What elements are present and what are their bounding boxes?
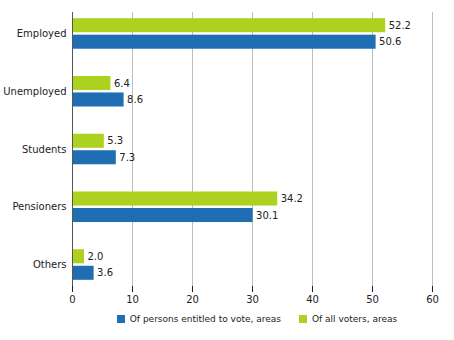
svg-text:5.3: 5.3	[107, 135, 123, 146]
svg-text:0: 0	[69, 294, 75, 305]
svg-text:Students: Students	[22, 144, 67, 155]
svg-text:40: 40	[306, 294, 319, 305]
html-text:Of all voters, areas: Of all voters, areas	[312, 314, 398, 324]
svg-text:6.4: 6.4	[114, 78, 130, 89]
svg-text:8.6: 8.6	[127, 94, 143, 105]
svg-text:52.2: 52.2	[389, 20, 411, 31]
svg-text:3.6: 3.6	[97, 267, 113, 278]
svg-text:10: 10	[126, 294, 139, 305]
svg-text:7.3: 7.3	[119, 152, 135, 163]
html-text:Of persons entitled to vote, a: Of persons entitled to vote, areas	[129, 314, 281, 324]
svg-text:60: 60	[426, 294, 439, 305]
svg-text:Unemployed: Unemployed	[3, 86, 66, 97]
svg-text:30: 30	[246, 294, 259, 305]
svg-text:Others: Others	[33, 259, 67, 270]
svg-text:50: 50	[366, 294, 379, 305]
svg-text:30.1: 30.1	[256, 210, 278, 221]
svg-text:Pensioners: Pensioners	[12, 201, 66, 212]
svg-text:50.6: 50.6	[379, 36, 401, 47]
svg-text:2.0: 2.0	[88, 251, 104, 262]
svg-text:34.2: 34.2	[281, 193, 303, 204]
svg-text:20: 20	[186, 294, 199, 305]
svg-text:Employed: Employed	[17, 28, 67, 39]
